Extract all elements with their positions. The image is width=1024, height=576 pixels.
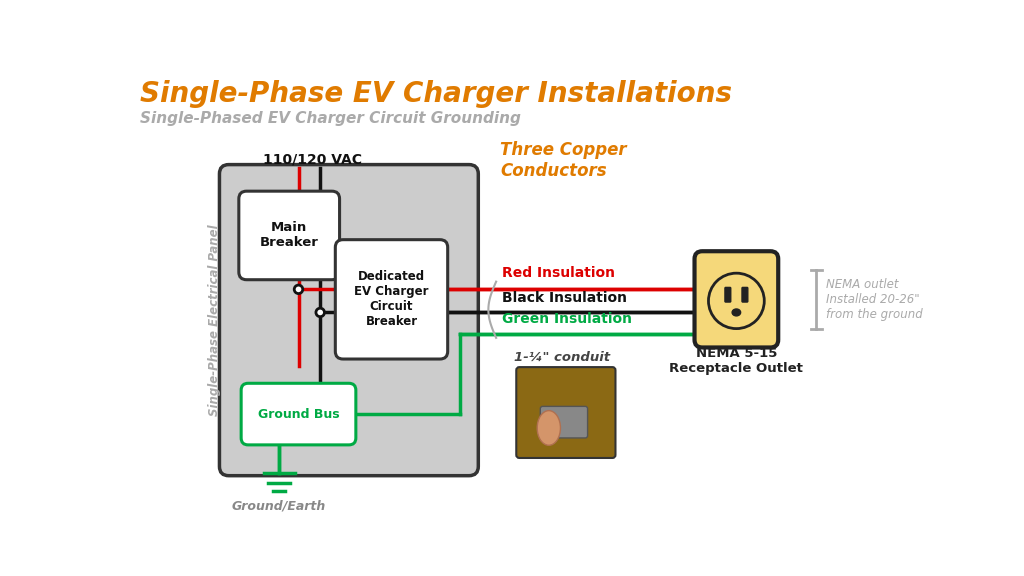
FancyBboxPatch shape xyxy=(725,287,731,302)
FancyBboxPatch shape xyxy=(241,383,356,445)
Text: NEMA outlet
Installed 20-26"
from the ground: NEMA outlet Installed 20-26" from the gr… xyxy=(825,278,923,321)
Ellipse shape xyxy=(538,411,560,445)
Circle shape xyxy=(294,285,303,294)
Text: 1-¼" conduit: 1-¼" conduit xyxy=(514,351,610,364)
Text: Ground/Earth: Ground/Earth xyxy=(232,499,327,513)
FancyBboxPatch shape xyxy=(742,287,748,302)
FancyBboxPatch shape xyxy=(541,407,588,438)
Text: 110/120 VAC: 110/120 VAC xyxy=(263,152,362,166)
Text: NEMA 5-15
Receptacle Outlet: NEMA 5-15 Receptacle Outlet xyxy=(670,347,803,376)
Text: Dedicated
EV Charger
Circuit
Breaker: Dedicated EV Charger Circuit Breaker xyxy=(354,270,429,328)
Text: Ground Bus: Ground Bus xyxy=(258,408,339,420)
Text: Main
Breaker: Main Breaker xyxy=(260,221,318,249)
Text: Red Insulation: Red Insulation xyxy=(502,266,614,280)
Text: Single-Phase EV Charger Installations: Single-Phase EV Charger Installations xyxy=(139,80,731,108)
Text: Single-Phased EV Charger Circuit Grounding: Single-Phased EV Charger Circuit Groundi… xyxy=(139,111,520,126)
Ellipse shape xyxy=(732,309,740,316)
FancyBboxPatch shape xyxy=(219,165,478,476)
FancyBboxPatch shape xyxy=(694,251,778,347)
Circle shape xyxy=(316,308,325,317)
Circle shape xyxy=(709,273,764,329)
FancyBboxPatch shape xyxy=(516,367,615,458)
Text: Single-Phase Electrical Panel: Single-Phase Electrical Panel xyxy=(208,224,221,416)
FancyBboxPatch shape xyxy=(239,191,340,280)
FancyBboxPatch shape xyxy=(335,240,447,359)
Text: Three Copper
Conductors: Three Copper Conductors xyxy=(500,142,627,180)
Text: Black Insulation: Black Insulation xyxy=(502,291,627,305)
Text: Green Insulation: Green Insulation xyxy=(502,312,632,326)
